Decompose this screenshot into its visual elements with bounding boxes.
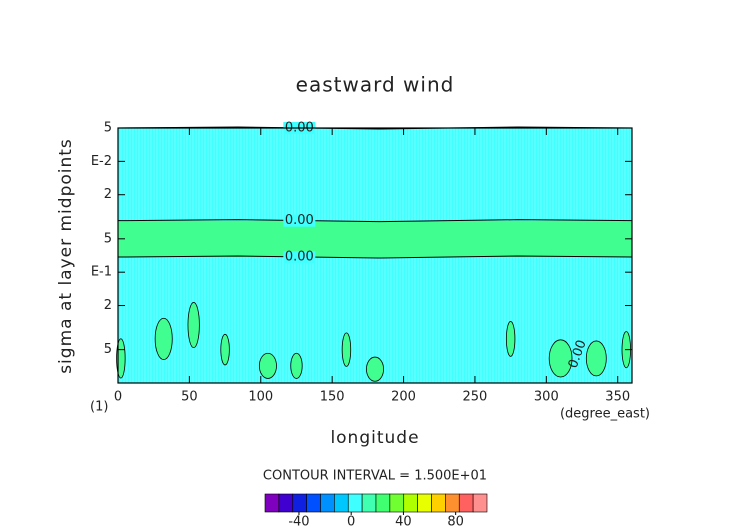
band-fill	[118, 220, 632, 258]
colorbar-tick-label: 80	[447, 515, 464, 530]
contour-label: 0.00	[285, 213, 314, 228]
y-tick-label: E-2	[91, 154, 112, 169]
colorbar-swatch	[264, 493, 280, 513]
colorbar-tick-label: -40	[288, 515, 309, 530]
contour-label: 0.00	[285, 250, 314, 265]
y-tick-label: 5	[104, 121, 112, 136]
x-tick-label: 100	[248, 390, 273, 405]
blob	[366, 356, 384, 382]
colorbar-swatch	[375, 493, 391, 513]
blob	[548, 339, 573, 378]
blob	[290, 352, 303, 379]
colorbar-swatch	[292, 493, 307, 513]
blob	[187, 302, 200, 349]
y-tick-label: 2	[104, 298, 112, 313]
y-tick-label: 2	[104, 187, 112, 202]
colorbar-tick-label: 40	[395, 515, 412, 530]
x-tick-label: 0	[114, 390, 122, 405]
x-tick-label: 200	[391, 390, 416, 405]
colorbar-swatch	[417, 493, 432, 513]
contour-line	[117, 219, 633, 223]
colorbar-tick-label: 0	[347, 515, 355, 530]
label-bg	[283, 214, 316, 227]
colorbar-swatch	[361, 493, 377, 513]
x-tick-label: 50	[181, 390, 198, 405]
colorbar-swatch	[320, 493, 335, 513]
colorbar-swatch	[458, 493, 474, 513]
label-bg	[283, 251, 316, 264]
y-tick-label: 5	[104, 231, 112, 246]
colorbar-swatch	[347, 493, 363, 513]
colorbar-swatch	[389, 493, 405, 513]
x-tick-label: 300	[534, 390, 559, 405]
blob	[585, 340, 607, 377]
contour-interval: CONTOUR INTERVAL = 1.500E+01	[263, 469, 487, 484]
y-tick-label: 5	[104, 342, 112, 357]
plot-frame	[117, 127, 633, 384]
colorbar-swatch	[403, 493, 418, 513]
blob	[220, 333, 230, 366]
x-tick-label: 250	[463, 390, 488, 405]
blob	[116, 338, 126, 379]
blob	[154, 317, 173, 360]
x-tick-label: 350	[605, 390, 630, 405]
blob	[258, 352, 277, 379]
chart-title: eastward wind	[296, 73, 455, 97]
contour-line	[117, 255, 633, 259]
x-tick-label: 150	[320, 390, 345, 405]
contour-line	[117, 126, 633, 130]
colorbar-swatch	[278, 493, 294, 513]
colorbar-swatch	[306, 493, 321, 513]
y-tick-label: E-1	[91, 265, 112, 280]
blob	[341, 332, 352, 367]
corner-label: (1)	[90, 400, 108, 415]
x-axis-label: longitude	[330, 428, 419, 448]
x-units: (degree_east)	[560, 407, 650, 422]
colorbar-swatch	[334, 493, 349, 513]
colorbar-swatch	[472, 493, 488, 513]
colorbar-swatch	[445, 493, 460, 513]
blob	[505, 321, 516, 357]
y-axis-label: sigma at layer midpoints	[56, 138, 76, 374]
colorbar-swatch	[431, 493, 446, 513]
